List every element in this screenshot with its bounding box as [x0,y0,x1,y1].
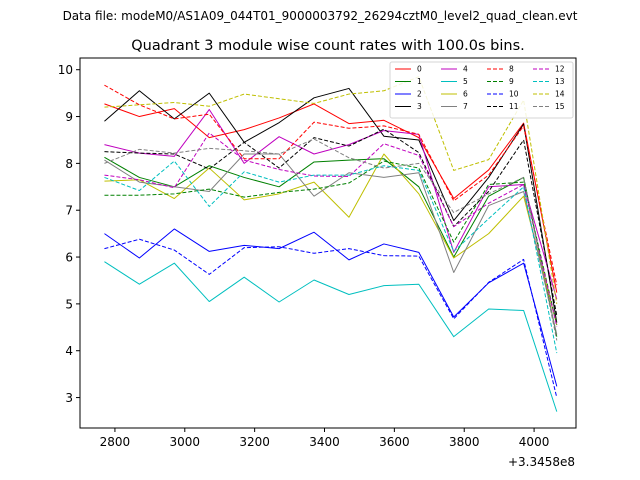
legend-label-2: 2 [417,90,422,99]
series-line-9 [104,160,558,326]
y-tick-label: 7 [65,204,73,218]
legend-label-3: 3 [417,102,422,111]
series-line-8 [104,84,558,286]
x-tick-label: 4000 [519,435,550,449]
legend-label-0: 0 [417,65,422,74]
legend-label-8: 8 [509,65,514,74]
legend-label-11: 11 [509,102,519,111]
series-line-7 [104,153,558,335]
series-line-5 [104,261,558,412]
legend-label-5: 5 [463,77,468,86]
legend-label-9: 9 [509,77,514,86]
legend-label-7: 7 [463,102,468,111]
x-tick-label: 3200 [239,435,270,449]
series-line-1 [104,156,558,337]
legend-label-14: 14 [555,90,565,99]
x-tick-label: 3800 [449,435,480,449]
x-offset-label: +3.3458e8 [508,455,575,469]
legend-label-13: 13 [555,77,565,86]
chart-title: Quadrant 3 module wise count rates with … [131,38,525,54]
y-tick-label: 8 [65,157,73,171]
x-tick-label: 2800 [100,435,131,449]
series-line-13 [104,160,558,354]
series-line-2 [104,228,558,387]
legend-label-12: 12 [555,65,565,74]
series-group [104,76,558,412]
y-tick-label: 3 [65,391,73,405]
series-line-0 [104,103,558,293]
y-tick-label: 4 [65,344,73,358]
legend-label-4: 4 [463,65,468,74]
y-tick-label: 6 [65,251,73,265]
series-line-10 [104,238,558,398]
y-tick-label: 10 [58,63,73,77]
legend-label-15: 15 [555,102,565,111]
y-tick-label: 5 [65,297,73,311]
legend-label-10: 10 [509,90,519,99]
figure-suptitle: Data file: modeM0/AS1A09_044T01_90000037… [63,9,578,23]
legend-box [389,61,574,119]
axes-frame [79,57,577,429]
series-line-15 [104,138,558,341]
x-tick-label: 3600 [379,435,410,449]
series-line-12 [104,132,558,327]
x-tick-label: 3000 [170,435,201,449]
y-tick-label: 9 [65,110,73,124]
legend-label-6: 6 [463,90,468,99]
series-line-14 [104,76,558,304]
legend-label-1: 1 [417,77,422,86]
series-line-3 [104,87,558,323]
x-tick-label: 3400 [309,435,340,449]
